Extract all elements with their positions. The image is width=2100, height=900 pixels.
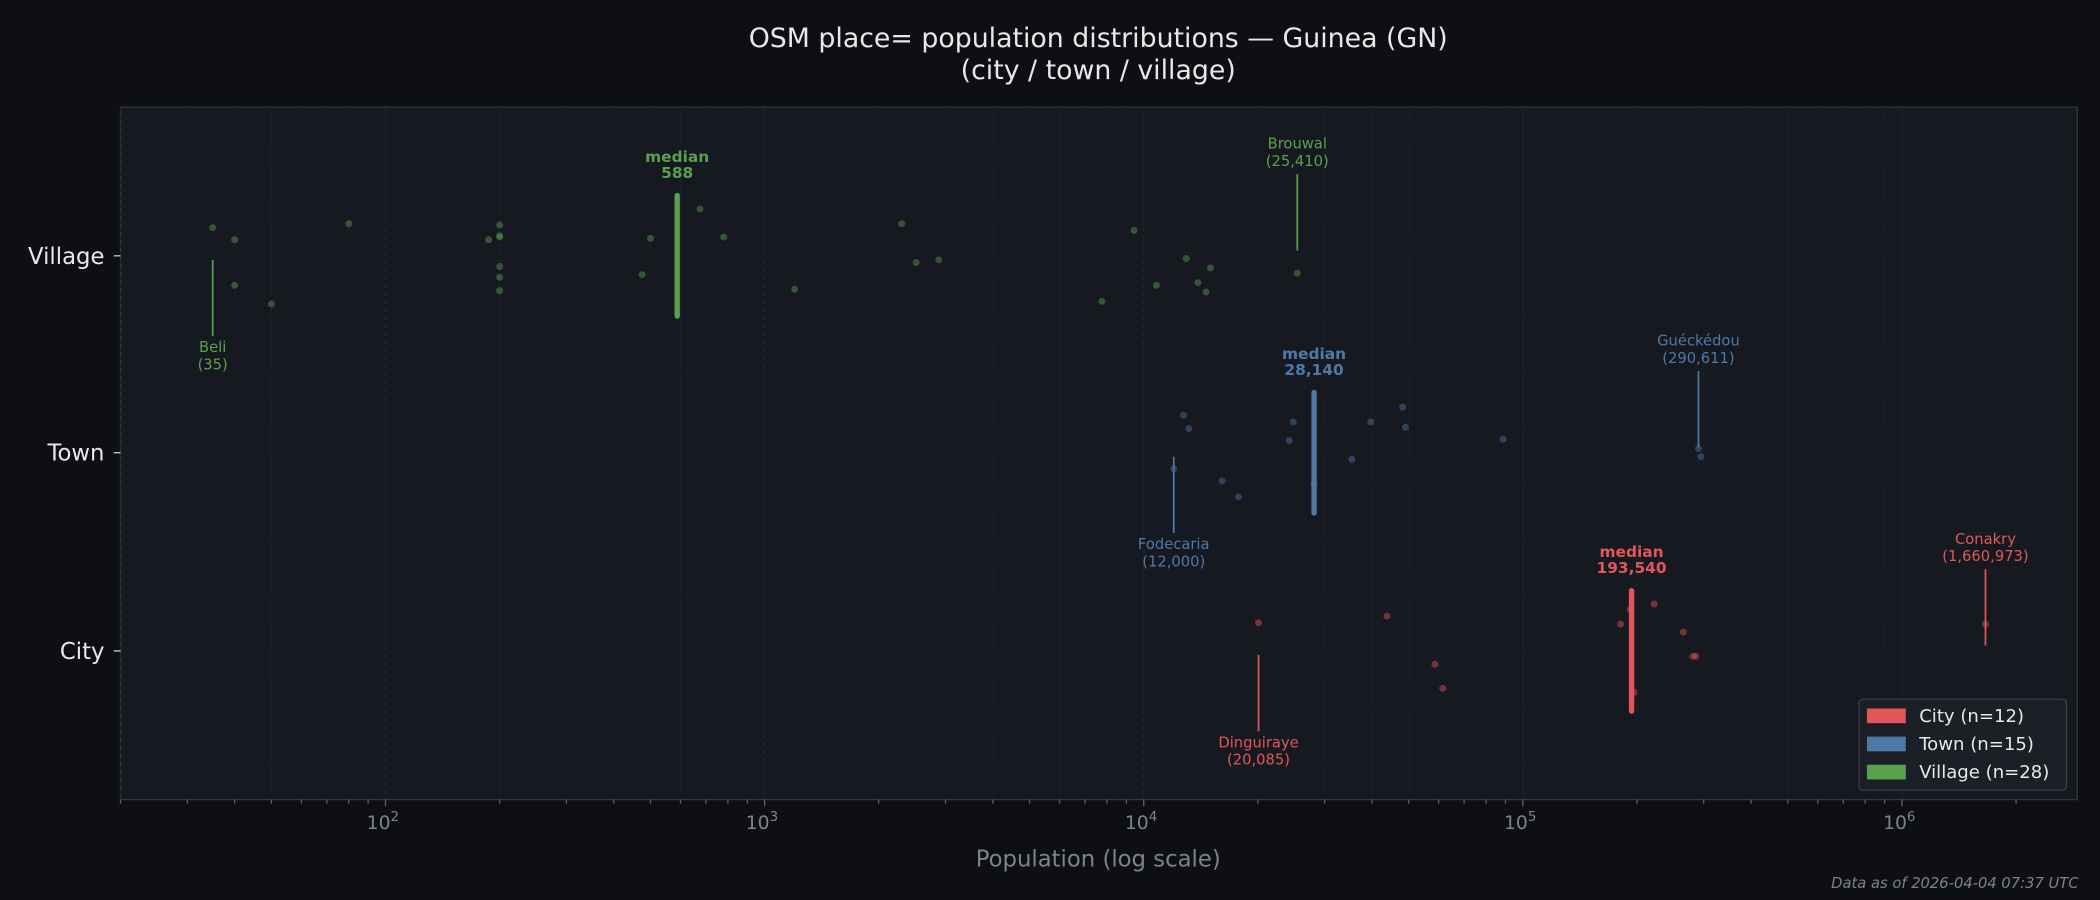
village-point: [898, 220, 906, 228]
village-point: [345, 220, 353, 228]
annotation-value: (35): [198, 357, 228, 374]
village-point: [935, 256, 943, 264]
y-tick-label: Town: [46, 441, 104, 467]
plot-area: [119, 106, 2078, 801]
village-point: [1194, 279, 1202, 287]
annotation-name: Fodecaria: [1138, 536, 1210, 553]
city-point: [1255, 619, 1263, 627]
town-point: [1234, 493, 1242, 501]
city-point: [1383, 612, 1391, 620]
town-point: [1285, 437, 1293, 445]
median-value-label: 193,540: [1596, 559, 1666, 577]
town-point: [1289, 418, 1297, 426]
town-point: [1218, 477, 1226, 485]
village-point: [1202, 288, 1210, 296]
city-point: [1617, 620, 1624, 628]
village-point: [1182, 254, 1190, 262]
legend-entry: Village (n=28): [1919, 762, 2049, 783]
annotation-value: (25,410): [1266, 153, 1329, 170]
town-point: [1348, 455, 1356, 463]
annotation-value: (12,000): [1142, 554, 1205, 571]
x-tick-exponent: 2: [391, 810, 400, 825]
x-tick-exponent: 3: [770, 810, 779, 825]
village-point: [647, 234, 654, 242]
city-point: [1689, 652, 1697, 660]
village-point: [267, 300, 275, 308]
village-point: [209, 224, 217, 232]
annotation-value: (290,611): [1662, 350, 1734, 367]
legend-entry: City (n=12): [1919, 706, 2024, 727]
village-point: [496, 287, 504, 295]
x-tick-exponent: 4: [1149, 810, 1158, 825]
village-point: [496, 233, 504, 241]
legend-box: [1858, 698, 2068, 791]
x-tick-exponent: 5: [1528, 810, 1537, 825]
village-point: [912, 259, 920, 266]
city-point: [1431, 660, 1439, 668]
village-point: [1293, 269, 1301, 277]
annotation-name: Brouwal: [1268, 136, 1327, 153]
village-point: [696, 205, 704, 213]
town-point: [1179, 411, 1187, 419]
legend: City (n=12) Town (n=15) Village (n=28): [1858, 698, 2068, 791]
village-point: [496, 273, 504, 281]
chart-subtitle: (city / town / village): [961, 55, 1236, 86]
city-point: [1679, 628, 1687, 636]
median-label: median: [1599, 543, 1663, 561]
median-label: median: [645, 148, 709, 166]
village-point: [638, 271, 646, 279]
town-point: [1367, 418, 1375, 426]
median-value-label: 588: [661, 164, 693, 182]
village-point: [496, 221, 504, 229]
village-point: [720, 233, 728, 241]
village-point: [1098, 297, 1106, 305]
town-point: [1185, 425, 1193, 433]
y-tick-label: Village: [28, 244, 104, 270]
annotation-value: (20,085): [1227, 752, 1290, 769]
median-value-label: 28,140: [1284, 361, 1343, 379]
y-tick-label: City: [60, 639, 105, 665]
town-point: [1499, 435, 1507, 443]
annotation-value: (1,660,973): [1942, 548, 2028, 565]
annotation-name: Dinguiraye: [1218, 734, 1298, 751]
annotation-name: Beli: [199, 339, 226, 356]
city-legend-swatch: [1866, 708, 1906, 724]
median-label: median: [1282, 345, 1346, 363]
city-point: [1650, 600, 1658, 608]
town-legend-swatch: [1866, 736, 1906, 752]
grid-lines: [119, 107, 2017, 800]
town-point: [1399, 403, 1407, 411]
city-point: [1439, 684, 1447, 692]
village-point: [1130, 226, 1138, 234]
chart-title: OSM place= population distributions — Gu…: [749, 23, 1448, 54]
x-tick-exponent: 6: [1907, 810, 1916, 825]
village-point: [485, 236, 493, 244]
village-point: [231, 281, 239, 289]
village-point: [791, 285, 799, 293]
village-point: [496, 232, 504, 240]
village-point: [1152, 281, 1160, 289]
annotation-name: Guéckédou: [1657, 333, 1740, 350]
town-point: [1401, 423, 1409, 431]
town-point: [1697, 453, 1705, 461]
annotation-name: Conakry: [1955, 531, 2016, 548]
village-point: [496, 263, 504, 270]
village-legend-swatch: [1866, 764, 1906, 780]
legend-entry: Town (n=15): [1918, 734, 2034, 755]
data-marks: median193,540Dinguiraye(20,085)Conakry(1…: [198, 136, 2029, 769]
footer-data-as-of: Data as of 2026-04-04 07:37 UTC: [1831, 875, 2079, 892]
city-point: [1692, 652, 1700, 660]
village-point: [231, 236, 239, 244]
x-axis-label: Population (log scale): [976, 847, 1221, 873]
village-point: [1207, 264, 1214, 272]
town-point: [1694, 445, 1702, 453]
